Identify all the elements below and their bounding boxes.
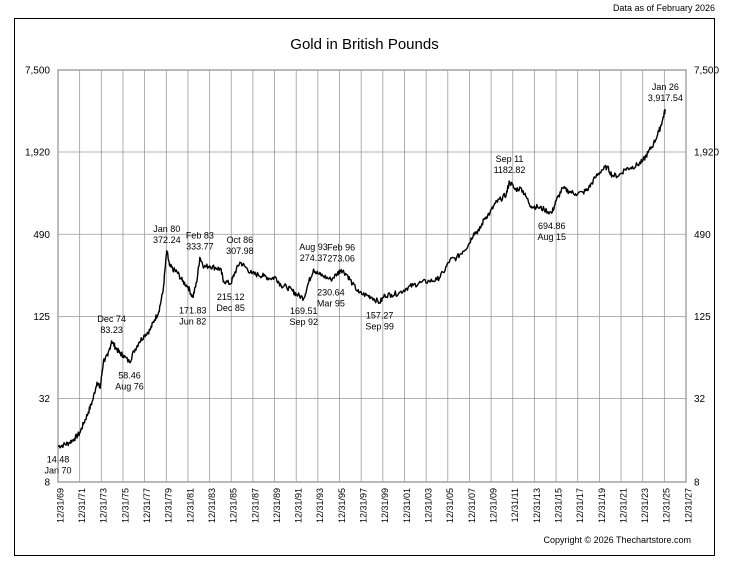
annotation-label: Sep 92	[290, 317, 319, 327]
annotation-label: Sep 99	[365, 322, 394, 332]
x-tick-label: 12/31/25	[662, 488, 672, 523]
x-tick-label: 12/31/97	[359, 488, 369, 523]
annotation-label: 230.64	[317, 288, 345, 298]
y-tick-label-right: 125	[694, 312, 711, 323]
x-tick-label: 12/31/69	[55, 488, 65, 523]
data-as-of-note: Data as of February 2026	[612, 3, 715, 13]
annotation-label: 333.77	[186, 241, 214, 251]
annotation-label: Feb 83	[186, 230, 214, 240]
y-tick-label-left: 490	[33, 230, 50, 241]
x-tick-label: 12/31/11	[510, 488, 520, 522]
annotation-label: 58.46	[118, 370, 141, 380]
copyright-note: Copyright © 2026 Thechartstore.com	[543, 535, 691, 545]
x-tick-label: 12/31/99	[380, 488, 390, 523]
annotation-label: Aug 93	[299, 242, 328, 252]
annotation-label: 215.12	[217, 292, 245, 302]
y-tick-label-right: 32	[694, 394, 706, 405]
annotation-label: 274.37	[300, 253, 328, 263]
x-tick-label: 12/31/95	[337, 488, 347, 523]
annotation-label: Mar 95	[317, 299, 345, 309]
x-tick-label: 12/31/87	[250, 488, 260, 523]
annotation-label: 1182.82	[494, 165, 526, 175]
x-tick-label: 12/31/93	[315, 488, 325, 523]
x-tick-label: 12/31/73	[99, 488, 109, 523]
annotation-label: 3,917.54	[648, 93, 683, 103]
y-tick-label-right: 490	[694, 230, 711, 241]
annotation-label: 273.06	[327, 253, 355, 263]
gold-price-line	[57, 108, 667, 449]
x-tick-label: 12/31/15	[553, 488, 563, 523]
y-tick-label-left: 125	[33, 312, 50, 323]
annotation-label: Oct 86	[227, 235, 254, 245]
x-tick-label: 12/31/89	[272, 488, 282, 523]
y-tick-label-left: 7,500	[25, 66, 50, 77]
y-tick-label-left: 1,920	[25, 148, 50, 159]
chart-frame	[14, 18, 715, 556]
y-tick-label-right: 1,920	[694, 148, 719, 159]
x-tick-label: 12/31/79	[164, 488, 174, 523]
chart-title: Gold in British Pounds	[290, 36, 439, 53]
y-tick-label-right: 7,500	[694, 66, 719, 77]
annotation-label: 372.24	[153, 235, 181, 245]
x-tick-label: 12/31/83	[207, 488, 217, 523]
annotation-label: Jan 26	[652, 82, 679, 92]
x-tick-label: 12/31/75	[120, 488, 130, 523]
annotation-label: 14.48	[47, 454, 70, 464]
x-tick-label: 12/31/05	[445, 488, 455, 523]
x-tick-label: 12/31/71	[77, 488, 87, 523]
x-tick-label: 12/31/27	[683, 488, 693, 523]
annotation-label: 307.98	[226, 246, 254, 256]
annotation-label: Jan 80	[153, 224, 180, 234]
annotation-label: 157.27	[366, 311, 394, 321]
annotation-label: Sep 11	[496, 154, 524, 164]
annotation-label: Dec 74	[97, 314, 126, 324]
y-tick-label-right: 8	[694, 478, 700, 489]
x-tick-label: 12/31/21	[618, 488, 628, 523]
annotation-label: Aug 15	[537, 232, 566, 242]
annotation-label: Aug 76	[115, 381, 144, 391]
annotation-label: Feb 96	[327, 242, 355, 252]
x-tick-label: 12/31/09	[488, 488, 498, 523]
x-tick-label: 12/31/77	[142, 488, 152, 523]
annotation-label: Jan 70	[44, 465, 71, 475]
annotation-label: 83.23	[100, 325, 123, 335]
y-tick-label-left: 8	[44, 478, 50, 489]
x-tick-label: 12/31/19	[597, 488, 607, 523]
x-tick-label: 12/31/07	[467, 488, 477, 523]
annotation-label: 169.51	[290, 306, 318, 316]
x-tick-label: 12/31/23	[640, 488, 650, 523]
annotation-label: 694.86	[538, 221, 566, 231]
x-tick-label: 12/31/01	[402, 488, 412, 523]
x-tick-label: 12/31/81	[185, 488, 195, 523]
x-tick-label: 12/31/85	[229, 488, 239, 523]
x-tick-label: 12/31/13	[532, 488, 542, 523]
plot-area	[57, 69, 687, 483]
annotation-label: Dec 85	[216, 303, 245, 313]
x-tick-label: 12/31/03	[424, 488, 434, 523]
annotation-label: Jun 82	[179, 316, 206, 326]
x-tick-label: 12/31/17	[575, 488, 585, 523]
annotation-label: 171.83	[179, 305, 207, 315]
y-tick-label-left: 32	[39, 394, 51, 405]
x-tick-label: 12/31/91	[294, 488, 304, 523]
